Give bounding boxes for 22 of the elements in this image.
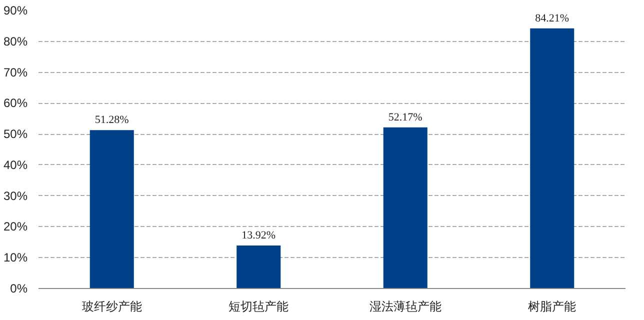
y-tick-label: 60% <box>3 96 28 110</box>
y-tick-label: 0% <box>10 282 28 296</box>
data-label: 52.17% <box>388 111 422 124</box>
bar <box>236 246 281 288</box>
y-tick-label: 20% <box>3 220 28 234</box>
bar <box>530 28 574 288</box>
y-tick-label: 50% <box>3 127 28 142</box>
x-tick-label: 短切毡产能 <box>228 300 289 314</box>
bar <box>90 130 134 288</box>
y-tick-label: 10% <box>3 250 28 265</box>
data-label: 13.92% <box>242 230 276 242</box>
y-tick-label: 80% <box>3 34 28 48</box>
data-label: 51.28% <box>94 114 129 126</box>
x-tick-label: 树脂产能 <box>528 300 576 314</box>
bar <box>383 127 428 288</box>
x-tick-label: 玻纤纱产能 <box>82 300 142 314</box>
y-tick-label: 30% <box>3 188 28 203</box>
x-tick-label: 湿法薄毡产能 <box>369 300 442 314</box>
y-tick-label: 70% <box>3 65 28 80</box>
data-label: 84.21% <box>535 12 570 24</box>
y-tick-label: 90% <box>3 4 28 18</box>
y-tick-label: 40% <box>3 158 28 172</box>
